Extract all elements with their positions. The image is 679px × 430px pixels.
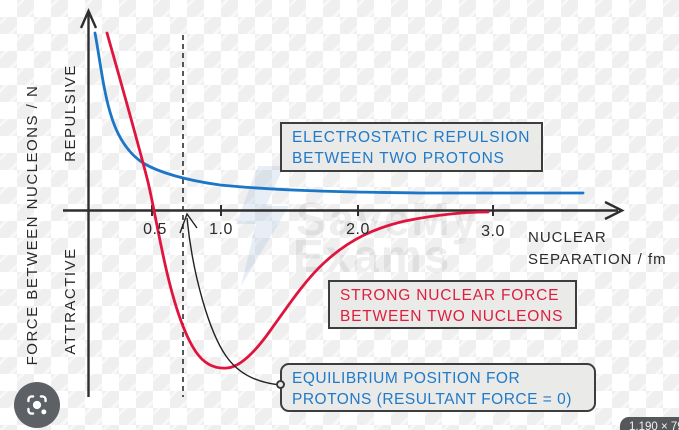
y-axis-attractive-label: ATTRACTIVE bbox=[62, 247, 79, 355]
annotation-connector-ring bbox=[276, 380, 285, 389]
electrostatic-annotation-box: ELECTROSTATIC REPULSION BETWEEN TWO PROT… bbox=[280, 122, 543, 172]
y-axis-title: FORCE BETWEEN NUCLEONS / N bbox=[24, 84, 41, 366]
x-axis-title-line2: SEPARATION / fm bbox=[528, 251, 667, 268]
x-tick-3-0: 3.0 bbox=[481, 223, 505, 240]
strong-force-annotation-box: STRONG NUCLEAR FORCE BETWEEN TWO NUCLEON… bbox=[328, 280, 577, 329]
equilibrium-annotation-line1: EQUILIBRIUM POSITION FOR bbox=[292, 370, 521, 387]
strong-nuclear-force-curve bbox=[105, 31, 490, 370]
x-tick-1-0: 1.0 bbox=[209, 221, 233, 238]
x-tick-0-5: 0.5 bbox=[143, 221, 167, 238]
lens-camera-icon bbox=[27, 395, 47, 415]
watermark-text-line1: SaveMy bbox=[296, 193, 480, 245]
equilibrium-annotation-box: EQUILIBRIUM POSITION FOR PROTONS (RESULT… bbox=[280, 363, 596, 412]
x-tick-2-0: 2.0 bbox=[346, 221, 370, 238]
image-dimensions-text: 1,190 × 79 bbox=[629, 421, 679, 430]
google-lens-button[interactable] bbox=[14, 382, 60, 428]
equilibrium-pointer-arrow bbox=[186, 217, 282, 386]
y-axis-repulsive-label: REPULSIVE bbox=[62, 64, 79, 162]
electrostatic-repulsion-curve bbox=[93, 31, 585, 195]
x-axis-arrowhead-icon bbox=[604, 200, 625, 221]
strong-force-annotation-line1: STRONG NUCLEAR FORCE bbox=[340, 287, 560, 304]
electrostatic-annotation-line2: BETWEEN TWO PROTONS bbox=[292, 150, 505, 167]
equilibrium-annotation-line2: PROTONS (RESULTANT FORCE = 0) bbox=[292, 391, 572, 408]
x-axis-title-line1: NUCLEAR bbox=[528, 229, 607, 246]
equilibrium-pointer-arrowhead-icon bbox=[179, 212, 198, 234]
x-axis-ticks bbox=[151, 205, 494, 216]
image-dimensions-badge: 1,190 × 79 bbox=[620, 417, 679, 430]
watermark-text-line2: Exams bbox=[293, 230, 452, 282]
strong-force-annotation-line2: BETWEEN TWO NUCLEONS bbox=[340, 308, 564, 325]
electrostatic-annotation-line1: ELECTROSTATIC REPULSION bbox=[292, 129, 531, 146]
y-axis-arrowhead-icon bbox=[79, 8, 98, 29]
